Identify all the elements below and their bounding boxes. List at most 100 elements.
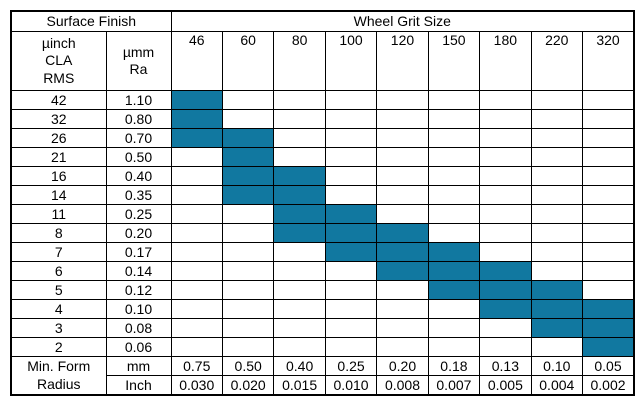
uinch-value-5: 5: [10, 280, 107, 300]
surface-finish-header: Surface Finish: [10, 10, 172, 32]
inch-value-220: 0.004: [530, 375, 584, 396]
grit-cell-2-46: [170, 337, 223, 357]
finish-row-5: 5 0.12: [10, 280, 635, 300]
min-form-radius-label: Min. Form Radius: [10, 356, 107, 396]
grit-size-header-150: 150: [427, 31, 481, 91]
umm-value-0.20: 0.20: [105, 223, 172, 243]
grit-cell-21-120: [376, 147, 429, 167]
mm-value-150: 0.18: [427, 356, 481, 376]
grit-cell-16-320: [582, 166, 635, 186]
grit-cell-8-60: [221, 223, 275, 243]
grit-cell-26-150: [427, 128, 481, 148]
grit-cell-14-180: [479, 185, 532, 205]
grit-cell-8-180: [479, 223, 532, 243]
grit-cell-3-320: [582, 318, 635, 338]
grit-cell-8-80: [273, 223, 326, 243]
grit-cell-42-180: [479, 90, 532, 110]
finish-row-6: 6 0.14: [10, 261, 635, 281]
grit-cell-16-80: [273, 166, 326, 186]
uinch-value-42: 42: [10, 90, 107, 110]
umm-value-0.06: 0.06: [105, 337, 172, 357]
mm-value-60: 0.50: [221, 356, 275, 376]
uinch-value-2: 2: [10, 337, 107, 357]
grit-cell-8-320: [582, 223, 635, 243]
grit-cell-14-46: [170, 185, 223, 205]
mm-value-120: 0.20: [376, 356, 429, 376]
grit-cell-11-220: [530, 204, 584, 224]
grit-cell-21-46: [170, 147, 223, 167]
umm-value-0.40: 0.40: [105, 166, 172, 186]
grit-cell-16-100: [324, 166, 378, 186]
umm-value-0.25: 0.25: [105, 204, 172, 224]
grit-cell-4-180: [479, 299, 532, 319]
inch-value-46: 0.030: [170, 375, 223, 396]
grit-cell-6-60: [221, 261, 275, 281]
grit-cell-3-220: [530, 318, 584, 338]
grit-cell-16-120: [376, 166, 429, 186]
grit-size-header-320: 320: [582, 31, 635, 91]
grit-cell-5-150: [427, 280, 481, 300]
uinch-value-32: 32: [10, 109, 107, 129]
grit-cell-4-80: [273, 299, 326, 319]
uinch-value-16: 16: [10, 166, 107, 186]
grit-cell-14-120: [376, 185, 429, 205]
inch-value-60: 0.020: [221, 375, 275, 396]
inch-value-80: 0.015: [273, 375, 326, 396]
grit-cell-11-120: [376, 204, 429, 224]
grit-cell-3-100: [324, 318, 378, 338]
grit-cell-14-80: [273, 185, 326, 205]
grit-cell-26-60: [221, 128, 275, 148]
grit-cell-32-60: [221, 109, 275, 129]
grit-cell-7-46: [170, 242, 223, 262]
inch-value-120: 0.008: [376, 375, 429, 396]
grit-size-header-180: 180: [479, 31, 532, 91]
grit-cell-11-100: [324, 204, 378, 224]
finish-row-32: 32 0.80: [10, 109, 635, 129]
grit-cell-42-120: [376, 90, 429, 110]
umm-value-0.17: 0.17: [105, 242, 172, 262]
grit-cell-2-60: [221, 337, 275, 357]
finish-rows: 42 1.10 32 0.80 26 0.70 21 0.50 16 0.40 14 0.35 11 0.…: [10, 90, 635, 357]
finish-row-26: 26 0.70: [10, 128, 635, 148]
grit-cell-32-220: [530, 109, 584, 129]
grit-cell-42-60: [221, 90, 275, 110]
grit-cell-26-100: [324, 128, 378, 148]
grit-cell-42-80: [273, 90, 326, 110]
grit-cell-42-100: [324, 90, 378, 110]
inch-value-100: 0.010: [324, 375, 378, 396]
grit-cell-26-80: [273, 128, 326, 148]
min-form-radius-mm-row: Min. Form Radius mm 0.75 0.50 0.40 0.25 0.20…: [10, 356, 635, 396]
grit-cell-32-80: [273, 109, 326, 129]
finish-row-7: 7 0.17: [10, 242, 635, 262]
grit-cell-11-80: [273, 204, 326, 224]
grit-cell-2-220: [530, 337, 584, 357]
grit-cell-16-60: [221, 166, 275, 186]
grit-cell-14-100: [324, 185, 378, 205]
grit-cell-21-180: [479, 147, 532, 167]
grit-cell-32-150: [427, 109, 481, 129]
grit-size-header-60: 60: [221, 31, 275, 91]
grit-cell-11-150: [427, 204, 481, 224]
min-form-radius-inch-row: Inch 0.030 0.020 0.015 0.010 0.008 0.007 0.005…: [11, 375, 635, 396]
finish-row-11: 11 0.25: [10, 204, 635, 224]
grit-cell-32-120: [376, 109, 429, 129]
finish-row-2: 2 0.06: [10, 337, 635, 357]
umm-value-0.35: 0.35: [105, 185, 172, 205]
page: Surface Finish Wheel Grit Size µinch CLA…: [10, 10, 635, 396]
grit-cell-7-120: [376, 242, 429, 262]
grit-cell-7-80: [273, 242, 326, 262]
uinch-cla-rms-header: µinch CLA RMS: [10, 31, 107, 91]
grit-cell-2-100: [324, 337, 378, 357]
mm-label: mm: [105, 356, 172, 376]
grit-cell-7-100: [324, 242, 378, 262]
grit-cell-5-220: [530, 280, 584, 300]
finish-row-4: 4 0.10: [10, 299, 635, 319]
grit-cell-6-220: [530, 261, 584, 281]
title-header-row: Surface Finish Wheel Grit Size: [10, 10, 635, 32]
umm-value-0.08: 0.08: [105, 318, 172, 338]
grit-size-header-120: 120: [376, 31, 429, 91]
grit-cell-2-150: [427, 337, 481, 357]
finish-row-16: 16 0.40: [10, 166, 635, 186]
grit-cell-26-46: [170, 128, 223, 148]
grit-cell-3-150: [427, 318, 481, 338]
